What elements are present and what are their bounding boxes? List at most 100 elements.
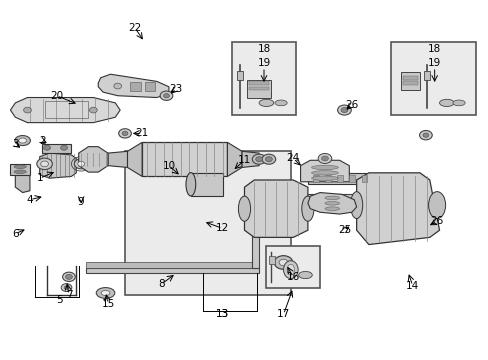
- Polygon shape: [244, 180, 307, 237]
- Ellipse shape: [238, 196, 250, 221]
- Bar: [44, 101, 88, 118]
- Text: 14: 14: [405, 281, 419, 291]
- Polygon shape: [15, 167, 30, 193]
- Polygon shape: [108, 151, 127, 167]
- Text: 13: 13: [216, 310, 229, 319]
- Polygon shape: [300, 160, 348, 182]
- Ellipse shape: [311, 165, 338, 170]
- Ellipse shape: [311, 176, 338, 180]
- Ellipse shape: [19, 138, 26, 143]
- Circle shape: [252, 154, 265, 164]
- Polygon shape: [40, 153, 76, 178]
- Text: 23: 23: [169, 84, 183, 94]
- Circle shape: [41, 161, 48, 167]
- Ellipse shape: [325, 202, 339, 205]
- Bar: [190, 173, 222, 196]
- Polygon shape: [10, 164, 30, 175]
- Circle shape: [255, 157, 262, 162]
- Text: 3: 3: [12, 139, 19, 149]
- Polygon shape: [307, 173, 366, 184]
- Ellipse shape: [286, 264, 294, 275]
- Ellipse shape: [96, 288, 115, 298]
- Bar: [246, 80, 271, 98]
- Circle shape: [119, 129, 131, 138]
- Circle shape: [422, 133, 428, 137]
- Bar: [268, 256, 274, 264]
- Circle shape: [262, 154, 275, 164]
- Text: 4: 4: [26, 195, 33, 205]
- Text: 11: 11: [237, 155, 251, 165]
- Ellipse shape: [439, 99, 453, 107]
- Text: 22: 22: [128, 23, 141, 33]
- Text: 26: 26: [345, 100, 358, 110]
- Ellipse shape: [452, 100, 464, 106]
- Circle shape: [61, 284, 72, 292]
- Text: 26: 26: [429, 216, 443, 226]
- Text: 21: 21: [135, 129, 148, 138]
- Text: 16: 16: [286, 272, 299, 282]
- Polygon shape: [251, 194, 259, 268]
- Bar: [424, 71, 429, 80]
- Text: 15: 15: [101, 299, 114, 309]
- Polygon shape: [42, 144, 71, 153]
- Circle shape: [61, 145, 67, 150]
- Polygon shape: [356, 173, 439, 244]
- Ellipse shape: [259, 99, 273, 107]
- Text: 6: 6: [12, 229, 19, 239]
- Ellipse shape: [274, 100, 286, 106]
- Ellipse shape: [185, 173, 195, 196]
- Circle shape: [78, 161, 84, 166]
- Ellipse shape: [274, 256, 292, 269]
- Ellipse shape: [14, 165, 26, 168]
- Ellipse shape: [325, 196, 339, 200]
- Bar: [125, 151, 290, 295]
- Polygon shape: [242, 151, 259, 167]
- Bar: [402, 76, 417, 80]
- Circle shape: [337, 105, 350, 115]
- Text: 19: 19: [257, 58, 270, 68]
- Circle shape: [122, 131, 128, 135]
- Polygon shape: [127, 142, 142, 176]
- Bar: [130, 82, 141, 91]
- Circle shape: [43, 145, 50, 150]
- Polygon shape: [86, 268, 259, 273]
- Circle shape: [23, 107, 31, 113]
- Bar: [266, 246, 320, 288]
- Text: 8: 8: [158, 279, 164, 289]
- Circle shape: [62, 272, 75, 282]
- Bar: [402, 81, 417, 85]
- Circle shape: [160, 91, 172, 100]
- Ellipse shape: [427, 192, 445, 219]
- Text: 17: 17: [276, 310, 289, 319]
- Polygon shape: [227, 142, 242, 176]
- Bar: [400, 72, 419, 90]
- Bar: [361, 175, 366, 182]
- Bar: [390, 42, 475, 116]
- Bar: [142, 142, 227, 176]
- Bar: [237, 71, 243, 80]
- Ellipse shape: [350, 192, 362, 219]
- Ellipse shape: [283, 261, 298, 279]
- Text: 7: 7: [65, 290, 72, 300]
- Ellipse shape: [311, 171, 338, 175]
- Ellipse shape: [279, 259, 287, 266]
- Ellipse shape: [325, 207, 339, 211]
- Circle shape: [89, 107, 97, 113]
- Circle shape: [419, 131, 431, 140]
- Text: 18: 18: [257, 44, 270, 54]
- Text: 5: 5: [56, 295, 62, 305]
- Polygon shape: [79, 147, 108, 172]
- Circle shape: [74, 159, 88, 169]
- Circle shape: [321, 156, 328, 161]
- Text: 18: 18: [427, 44, 440, 54]
- Bar: [336, 175, 342, 182]
- Circle shape: [340, 108, 347, 113]
- Text: 2: 2: [39, 136, 45, 145]
- Ellipse shape: [101, 291, 110, 296]
- Bar: [232, 42, 295, 116]
- Text: 10: 10: [162, 161, 175, 171]
- Ellipse shape: [301, 196, 313, 221]
- Circle shape: [265, 157, 272, 162]
- Polygon shape: [98, 74, 168, 98]
- Circle shape: [37, 158, 52, 170]
